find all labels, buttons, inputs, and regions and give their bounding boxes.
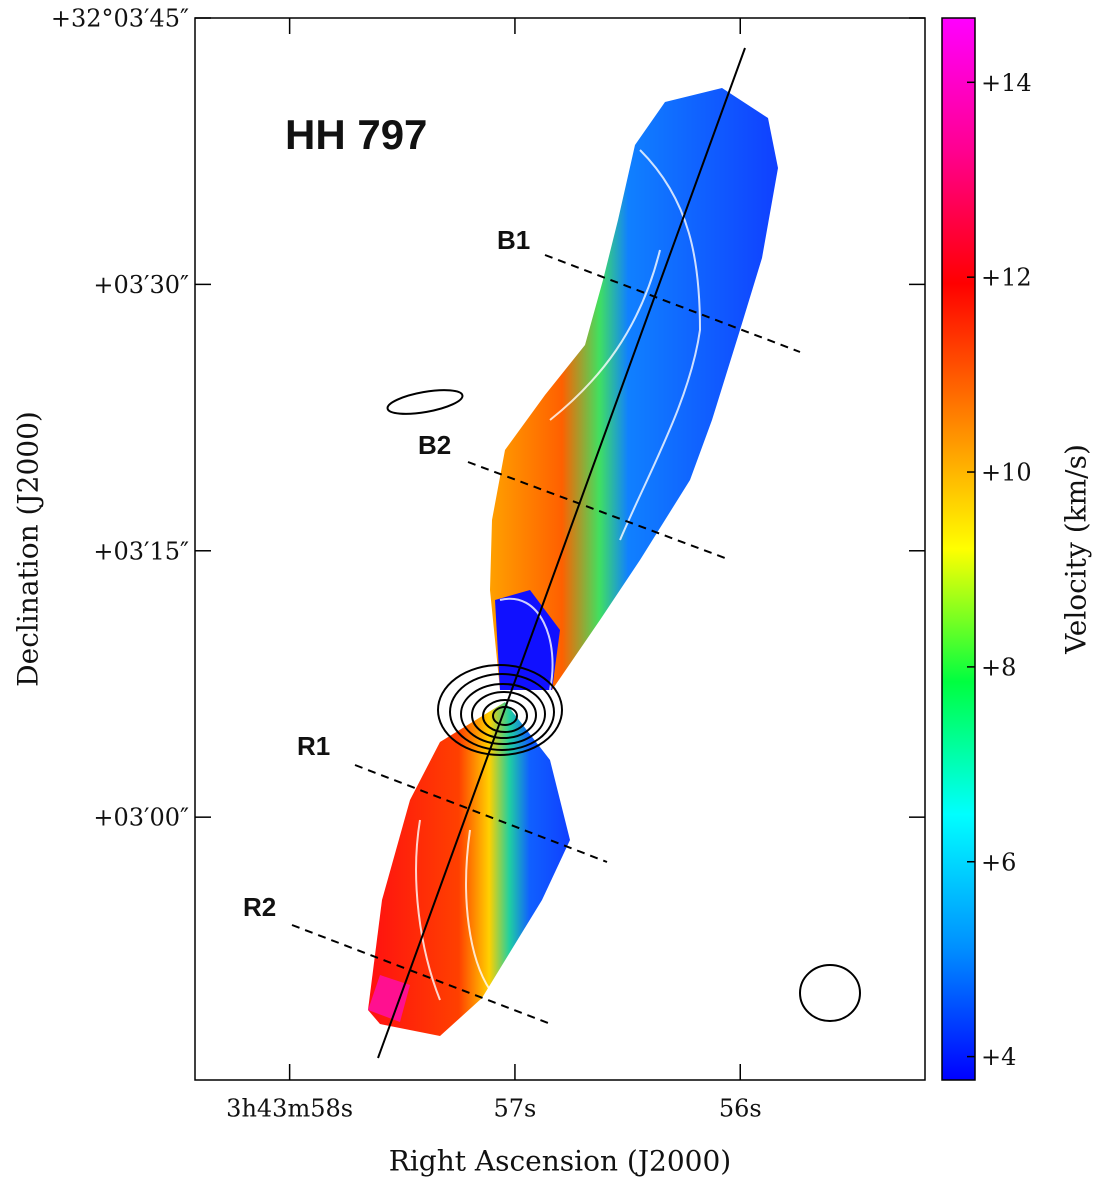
colorbar-label: Velocity (km/s) [1060, 444, 1093, 655]
annotation: R2 [243, 892, 276, 922]
annotation: B2 [418, 430, 451, 460]
annotation: B1 [497, 225, 530, 255]
colorbar-tick-label: +10 [981, 459, 1032, 487]
contours [386, 389, 861, 1022]
y-tick-label: +32°03′45″ [51, 5, 189, 33]
y-axis-label: Declination (J2000) [12, 411, 45, 687]
velocity-image [368, 88, 778, 1036]
y-tick-label: +03′30″ [93, 271, 189, 299]
y-tick-label: +03′15″ [93, 537, 189, 565]
title: HH 797 [285, 111, 427, 158]
annotation: R1 [297, 731, 330, 761]
x-tick-label: 56s [719, 1095, 762, 1123]
colorbar-tick-label: +4 [981, 1043, 1016, 1071]
x-axis-label: Right Ascension (J2000) [389, 1145, 731, 1178]
colorbar-tick-label: +12 [981, 264, 1032, 292]
jet-lines [291, 47, 801, 1059]
y-tick-label: +03′00″ [93, 804, 189, 832]
colorbar-tick-label: +6 [981, 848, 1016, 876]
colorbar-tick-label: +14 [981, 69, 1032, 97]
x-tick-label: 57s [494, 1095, 537, 1123]
x-tick-label: 3h43m58s [226, 1095, 353, 1123]
colorbar [941, 17, 976, 1081]
colorbar-tick-label: +8 [981, 653, 1016, 681]
plot-frame [194, 17, 926, 1081]
